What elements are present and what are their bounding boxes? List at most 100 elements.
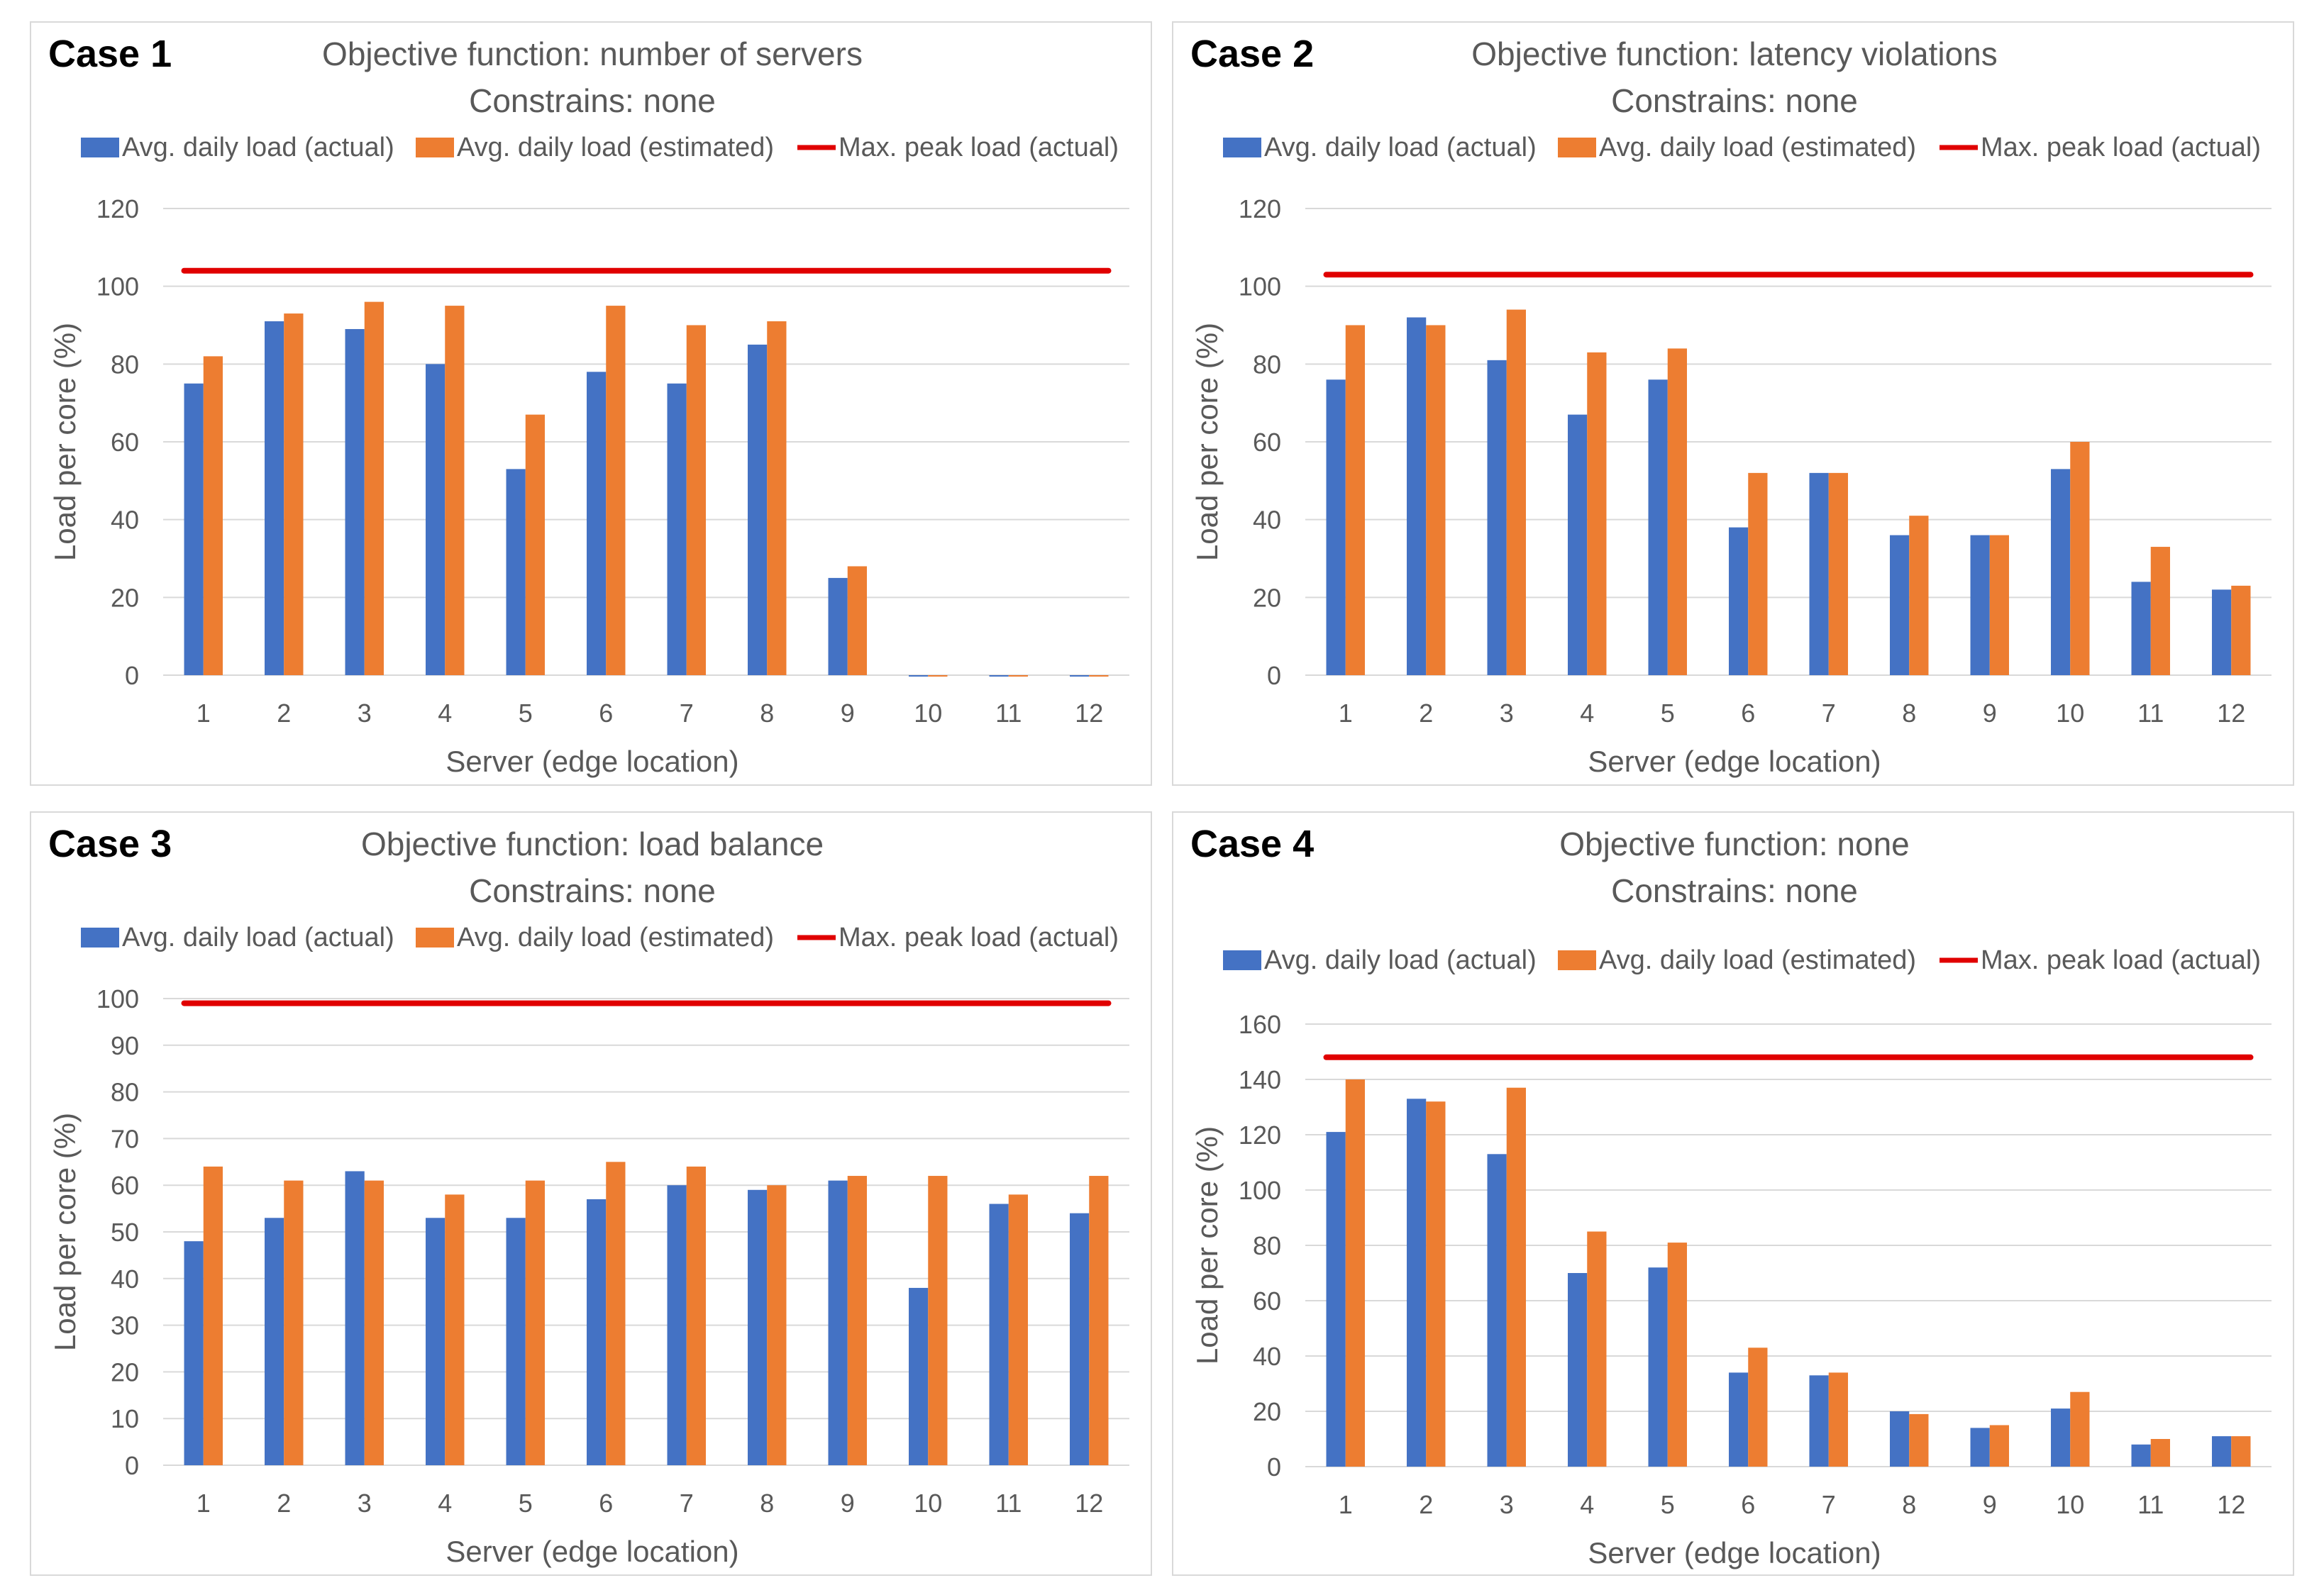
legend-label-actual: Avg. daily load (actual) bbox=[122, 133, 394, 162]
bar-actual bbox=[1809, 1375, 1829, 1467]
bar-actual bbox=[748, 1189, 768, 1465]
x-tick-label: 9 bbox=[1983, 699, 1997, 728]
y-tick-label: 140 bbox=[1239, 1065, 1281, 1094]
x-tick-label: 1 bbox=[1339, 699, 1353, 728]
bar-estimated bbox=[1989, 1425, 2009, 1467]
x-tick-label: 6 bbox=[1741, 1490, 1755, 1519]
y-tick-label: 120 bbox=[96, 194, 139, 223]
x-tick-label: 8 bbox=[1902, 1490, 1916, 1519]
bar-estimated bbox=[445, 1194, 465, 1465]
bar-estimated bbox=[1667, 1243, 1687, 1467]
x-tick-label: 10 bbox=[2056, 1490, 2084, 1519]
chart-title: Objective function: load balance bbox=[361, 826, 824, 862]
bar-estimated bbox=[1989, 535, 2009, 675]
bar-estimated bbox=[203, 356, 223, 675]
bar-actual bbox=[1487, 360, 1507, 675]
x-tick-label: 6 bbox=[599, 1489, 613, 1518]
x-tick-label: 3 bbox=[1500, 699, 1514, 728]
legend-label-peak: Max. peak load (actual) bbox=[839, 133, 1119, 162]
y-tick-label: 70 bbox=[111, 1124, 139, 1153]
bar-estimated bbox=[1506, 1087, 1526, 1467]
y-tick-label: 60 bbox=[111, 428, 139, 457]
y-tick-label: 80 bbox=[111, 350, 139, 379]
legend-label-actual: Avg. daily load (actual) bbox=[1264, 133, 1537, 162]
chart-subtitle: Constrains: none bbox=[1611, 872, 1858, 909]
y-tick-label: 10 bbox=[111, 1404, 139, 1433]
x-axis-title: Server (edge location) bbox=[446, 1535, 738, 1568]
y-tick-label: 20 bbox=[111, 583, 139, 612]
bar-actual bbox=[989, 1204, 1009, 1465]
y-tick-label: 90 bbox=[111, 1031, 139, 1060]
bar-estimated bbox=[2150, 547, 2170, 675]
bar-estimated bbox=[1089, 675, 1109, 677]
x-tick-label: 2 bbox=[1419, 1490, 1433, 1519]
x-tick-label: 10 bbox=[914, 1489, 942, 1518]
y-tick-label: 0 bbox=[125, 661, 139, 690]
y-tick-label: 80 bbox=[1253, 350, 1281, 379]
x-tick-label: 2 bbox=[277, 699, 291, 728]
x-tick-label: 11 bbox=[995, 1489, 1022, 1518]
bar-actual bbox=[1729, 527, 1749, 675]
bar-estimated bbox=[606, 1162, 626, 1465]
bar-estimated bbox=[1828, 1372, 1848, 1467]
x-tick-label: 8 bbox=[760, 1489, 774, 1518]
y-tick-label: 20 bbox=[1253, 583, 1281, 612]
y-tick-label: 60 bbox=[111, 1171, 139, 1200]
legend-label-peak: Max. peak load (actual) bbox=[1981, 133, 2261, 162]
legend-swatch-actual bbox=[1223, 138, 1261, 157]
chart-title: Objective function: none bbox=[1559, 826, 1910, 862]
y-axis-title: Load per core (%) bbox=[48, 323, 82, 561]
bar-actual bbox=[2051, 469, 2071, 675]
chart-title: Objective function: latency violations bbox=[1471, 35, 1998, 72]
legend-swatch-estimated bbox=[416, 928, 454, 947]
chart-case-3: Case 3 Objective function: load balance Co… bbox=[48, 823, 1129, 1568]
y-tick-label: 0 bbox=[125, 1451, 139, 1480]
bar-estimated bbox=[2150, 1439, 2170, 1467]
bar-actual bbox=[2212, 589, 2232, 675]
x-tick-label: 1 bbox=[197, 699, 211, 728]
chart-case-1: Case 1 Objective function: number of serv… bbox=[48, 33, 1129, 778]
x-tick-label: 7 bbox=[1822, 699, 1836, 728]
chart-panel-case-2: Case 2 Objective function: latency violat… bbox=[1172, 21, 2294, 786]
x-tick-label: 5 bbox=[519, 699, 533, 728]
x-tick-label: 4 bbox=[1580, 699, 1594, 728]
x-tick-label: 12 bbox=[2217, 1490, 2245, 1519]
case-label: Case 4 bbox=[1190, 823, 1314, 865]
case-label: Case 2 bbox=[1190, 33, 1314, 75]
bar-estimated bbox=[686, 1166, 706, 1465]
y-tick-label: 40 bbox=[111, 1265, 139, 1294]
bar-actual bbox=[989, 675, 1009, 677]
x-tick-label: 10 bbox=[914, 699, 942, 728]
bar-estimated bbox=[364, 1180, 384, 1465]
bar-estimated bbox=[1089, 1176, 1109, 1465]
bar-actual bbox=[1407, 1099, 1427, 1467]
bar-actual bbox=[1070, 675, 1090, 677]
bar-estimated bbox=[1426, 325, 1446, 675]
x-tick-label: 9 bbox=[841, 1489, 855, 1518]
bar-actual bbox=[345, 328, 365, 675]
y-axis-title: Load per core (%) bbox=[1190, 1126, 1224, 1365]
bar-estimated bbox=[928, 1176, 948, 1465]
case-label: Case 3 bbox=[48, 823, 172, 865]
bar-actual bbox=[1568, 1273, 1588, 1467]
bar-actual bbox=[1487, 1154, 1507, 1467]
bar-estimated bbox=[2070, 1391, 2090, 1467]
bar-actual bbox=[1890, 535, 1910, 675]
chart-subtitle: Constrains: none bbox=[469, 872, 716, 909]
bar-actual bbox=[1568, 414, 1588, 675]
x-tick-label: 8 bbox=[760, 699, 774, 728]
bar-estimated bbox=[847, 566, 867, 675]
x-tick-label: 2 bbox=[1419, 699, 1433, 728]
bar-actual bbox=[667, 1185, 687, 1465]
x-tick-label: 12 bbox=[1075, 699, 1103, 728]
x-tick-label: 5 bbox=[1661, 1490, 1675, 1519]
x-tick-label: 5 bbox=[1661, 699, 1675, 728]
bar-estimated bbox=[1828, 472, 1848, 675]
bar-estimated bbox=[767, 321, 787, 675]
x-tick-label: 11 bbox=[2137, 1490, 2164, 1519]
x-axis-title: Server (edge location) bbox=[1588, 745, 1881, 778]
bar-estimated bbox=[364, 301, 384, 676]
bar-actual bbox=[184, 383, 204, 675]
chart-panel-case-3: Case 3 Objective function: load balance Co… bbox=[30, 811, 1152, 1576]
y-tick-label: 50 bbox=[111, 1218, 139, 1247]
